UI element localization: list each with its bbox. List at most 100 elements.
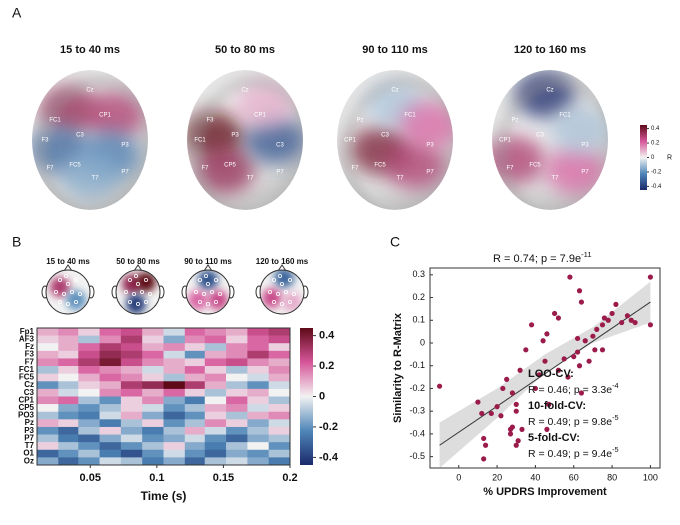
heatmap-cell [163, 419, 186, 428]
heatmap-cell [142, 335, 164, 344]
electrode-label: P3 [426, 143, 434, 149]
topo-electrode [283, 289, 288, 294]
topo-title: 15 to 40 ms [46, 257, 90, 266]
colorbar-tick-label: 0.2 [319, 360, 334, 372]
topo-electrode [78, 291, 83, 296]
heatmap-cell [163, 426, 186, 435]
topo-electrode [201, 291, 206, 296]
electrode-label: F7 [506, 166, 514, 172]
heatmap-cell [184, 442, 207, 451]
heatmap-cell [247, 426, 269, 435]
electrode-label: Cz [391, 88, 398, 94]
colorbar-tick-label: 0.2 [651, 141, 660, 147]
heatmap-cell [120, 343, 143, 352]
heatmap-cell [78, 419, 100, 428]
electrode-label: F7 [351, 166, 359, 172]
topo-electrode [58, 299, 63, 304]
topo-electrode [275, 291, 280, 296]
scatter-point [544, 331, 550, 337]
topo-electrode [66, 281, 71, 286]
heatmap-cell [226, 366, 248, 374]
heatmap-cell [163, 457, 186, 466]
heatmap-cell [58, 343, 80, 352]
heatmap-cell [120, 381, 143, 390]
heatmap-cell [78, 411, 100, 420]
topo-nose [133, 264, 143, 272]
heatmap-cell [226, 358, 248, 367]
heatmap-cell [99, 366, 122, 374]
topo-electrode [279, 281, 284, 286]
topo-electrode [70, 289, 75, 294]
heatmap-cell [204, 419, 227, 428]
heatmap-cell [142, 449, 164, 458]
heatmap-cell [78, 457, 100, 466]
heatmap-cell [58, 426, 80, 435]
heatmap-cell [58, 328, 80, 336]
heatmap-cell [120, 373, 143, 382]
head-blob [85, 91, 145, 139]
y-tick-label: P3 [24, 426, 34, 435]
electrode-label: P7 [581, 170, 589, 176]
x-tick-label: 0.15 [213, 472, 234, 484]
heatmap-cell [163, 388, 186, 397]
scatter-point [599, 347, 606, 353]
heatmap-cell [184, 373, 207, 382]
heatmap-cell [204, 449, 227, 458]
scatter-point [532, 385, 539, 392]
scatter-point [590, 333, 596, 339]
heatmap-cell [99, 335, 122, 344]
heatmap-cell [142, 442, 164, 451]
heatmap-cell [184, 396, 207, 405]
heatmap-cell [226, 449, 248, 458]
y-tick-label: O1 [23, 449, 34, 458]
colorbar-tick-label: -0.2 [651, 170, 662, 176]
scatter-point [619, 319, 625, 326]
heatmap-cell [37, 381, 59, 390]
heatmap-cell [268, 434, 291, 443]
topo [46, 270, 90, 314]
heatmap-cell [184, 457, 207, 466]
scatter-point [582, 338, 588, 344]
heatmap-cell [268, 366, 291, 374]
scatter-point [436, 383, 443, 389]
panel-label: C [390, 234, 400, 250]
stat-text: R = 0.46; p = 3.3e-4 [528, 381, 619, 396]
y-axis-label: Similarity to R-Matrix [392, 312, 404, 423]
heatmap-cell [37, 350, 59, 359]
topo-electrode [277, 273, 282, 278]
heatmap-cell [37, 328, 59, 336]
x-axis-label: Time (s) [141, 489, 187, 503]
electrode-label: FC1 [404, 113, 416, 119]
heatmap-cell [78, 350, 100, 359]
heatmap-cell [37, 366, 59, 374]
y-tick-label: 0.1 [412, 315, 425, 325]
topo-title: 50 to 80 ms [116, 257, 160, 266]
electrode-label: T7 [246, 176, 254, 182]
topo-electrode [74, 277, 79, 282]
heatmap-cell [268, 381, 291, 390]
heatmap-cell [247, 358, 269, 367]
heatmap-cell [247, 396, 269, 405]
heatmap-cell [163, 434, 186, 443]
topo-electrode [143, 299, 148, 304]
topo [186, 270, 230, 314]
map-title: 90 to 110 ms [362, 44, 427, 56]
stat-text: R = 0.49; p = 9.8e-5 [528, 413, 619, 428]
heatmap-cell [268, 457, 291, 466]
stat-exponent: -5 [612, 445, 619, 454]
heatmap-cell [226, 328, 248, 336]
annotation-heading: 10-fold-CV: [528, 400, 586, 412]
scatter-point [576, 363, 583, 369]
heatmap-cell [120, 328, 143, 336]
heatmap-cell [37, 419, 59, 428]
plot-frame [36, 327, 291, 466]
heatmap-cell [163, 411, 186, 420]
heatmap-cell [78, 358, 100, 367]
heatmap-cell [37, 426, 59, 435]
heatmap-cell [78, 381, 100, 390]
electrode-label: FC1 [49, 118, 61, 124]
topo-electrode [74, 299, 79, 304]
scatter-point [513, 408, 519, 414]
heatmap-cell [78, 373, 100, 382]
y-tick-label: 0 [420, 337, 425, 347]
